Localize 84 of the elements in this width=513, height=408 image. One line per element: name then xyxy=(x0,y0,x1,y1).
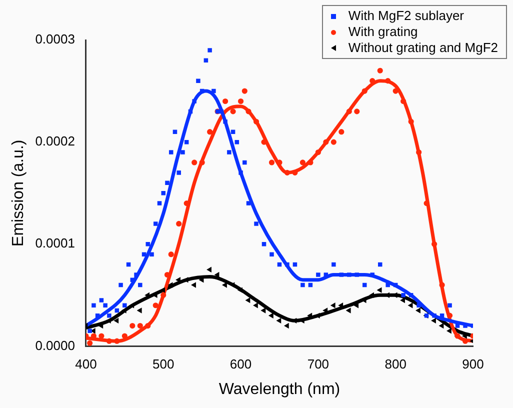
point xyxy=(446,312,453,318)
point xyxy=(137,308,142,313)
point xyxy=(176,220,182,227)
legend-label: Without grating and MgF2 xyxy=(348,40,498,56)
point xyxy=(416,149,422,156)
point xyxy=(207,267,212,272)
point xyxy=(346,108,352,114)
point xyxy=(292,170,298,176)
point xyxy=(315,149,321,156)
point xyxy=(362,88,368,94)
point xyxy=(87,340,93,346)
legend-label: With grating xyxy=(348,24,418,40)
point xyxy=(152,302,158,308)
y-axis-title: Emission (a.u.) xyxy=(10,140,28,246)
point xyxy=(114,318,119,324)
point xyxy=(168,252,174,258)
point xyxy=(300,160,306,166)
point xyxy=(192,282,196,288)
x-tick-label: 400 xyxy=(75,356,97,372)
point xyxy=(462,338,468,344)
point xyxy=(346,308,351,313)
point xyxy=(439,323,444,328)
point xyxy=(130,302,134,308)
point xyxy=(122,308,126,313)
point xyxy=(114,338,120,344)
y-tick-label: 0.0000 xyxy=(35,338,75,353)
point xyxy=(268,160,275,166)
y-tick-label: 0.0001 xyxy=(35,236,75,251)
point xyxy=(160,288,166,293)
point xyxy=(330,302,336,308)
x-axis-title: Wavelength (nm) xyxy=(218,380,340,398)
point xyxy=(408,302,413,308)
point xyxy=(385,78,391,84)
point xyxy=(145,322,151,329)
y-tick-label: 0.0002 xyxy=(35,134,75,149)
point xyxy=(192,160,198,166)
point xyxy=(253,302,258,308)
x-tick-label: 800 xyxy=(384,356,406,372)
point xyxy=(377,68,383,74)
point xyxy=(246,298,250,303)
point xyxy=(122,333,128,339)
legend-label: With MgF2 sublayer xyxy=(348,8,464,24)
point xyxy=(246,108,252,114)
point xyxy=(276,318,282,324)
point xyxy=(377,288,382,293)
point xyxy=(439,282,445,288)
point xyxy=(222,98,228,104)
point xyxy=(446,328,452,334)
point xyxy=(308,160,314,166)
point xyxy=(323,139,329,145)
x-tick-label: 600 xyxy=(230,356,252,372)
point xyxy=(238,288,242,293)
point xyxy=(354,108,360,114)
point xyxy=(408,118,414,124)
line-series xyxy=(86,275,473,338)
point xyxy=(106,338,112,344)
point xyxy=(253,118,260,124)
point xyxy=(370,292,374,298)
point xyxy=(392,88,398,94)
point xyxy=(268,313,274,318)
x-tick-label: 500 xyxy=(152,356,174,372)
point xyxy=(230,108,236,114)
point xyxy=(98,333,104,339)
point xyxy=(168,282,173,288)
point xyxy=(261,308,266,313)
point xyxy=(416,308,420,313)
point xyxy=(242,88,248,94)
x-tick-label: 900 xyxy=(462,356,484,372)
point xyxy=(199,160,205,166)
y-tick-label: 0.0003 xyxy=(35,32,75,47)
point xyxy=(130,322,136,329)
x-tick-label: 700 xyxy=(307,356,330,372)
point xyxy=(230,282,235,288)
point xyxy=(424,200,430,206)
point xyxy=(330,139,336,145)
point xyxy=(238,98,244,104)
point xyxy=(431,318,436,324)
point xyxy=(207,129,213,135)
point xyxy=(338,129,344,135)
point xyxy=(214,272,220,278)
point xyxy=(137,322,143,329)
point xyxy=(431,241,438,247)
point xyxy=(160,292,166,298)
point xyxy=(284,323,289,328)
